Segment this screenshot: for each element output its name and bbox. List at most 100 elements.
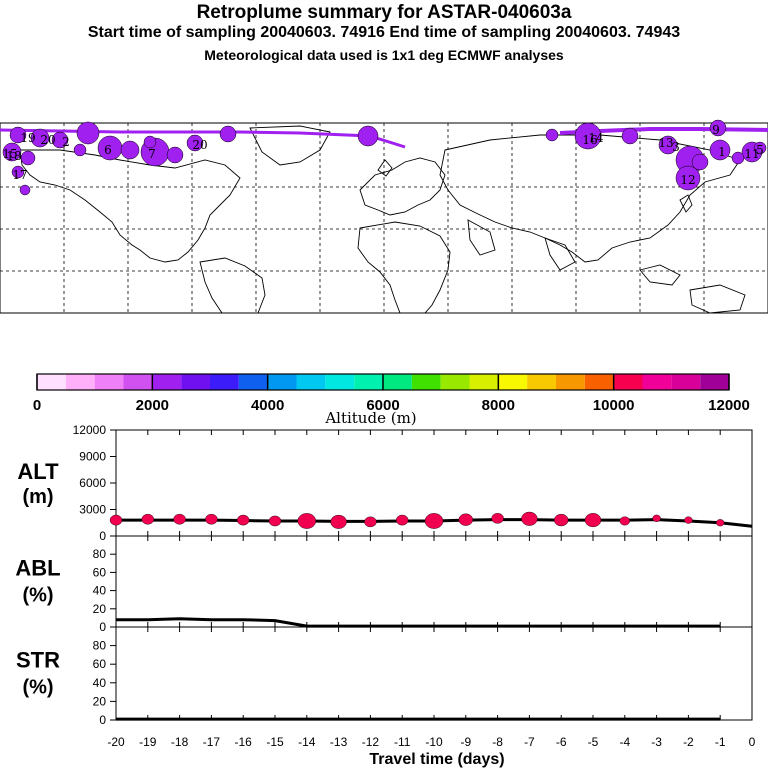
plume-marker	[219, 125, 237, 143]
x-tick-label: -3	[651, 735, 662, 749]
plume-day-label: 9	[712, 123, 720, 137]
plume-marker	[691, 153, 709, 171]
plume-marker	[621, 127, 639, 145]
colorbar-swatch	[123, 374, 153, 390]
x-tick-label: 0	[749, 735, 756, 749]
x-tick-label: -6	[556, 735, 567, 749]
colorbar-tick-label: 12000	[708, 397, 750, 414]
y-tick-label: 0	[99, 529, 106, 543]
plume-marker	[753, 141, 767, 155]
altitude-marker	[205, 513, 218, 525]
altitude-marker	[458, 513, 473, 526]
y-tick-label: 60	[93, 565, 107, 579]
colorbar-swatch	[383, 374, 412, 390]
panel-ylabel-unit: (%)	[22, 677, 53, 699]
x-tick-label: -7	[524, 735, 535, 749]
altitude-marker	[396, 514, 409, 526]
x-axis-label: Travel time (days)	[369, 751, 504, 768]
colorbar-swatch	[613, 374, 643, 390]
plume-marker	[658, 135, 678, 155]
colorbar-swatch	[181, 374, 210, 390]
colorbar-tick-label: 6000	[366, 397, 399, 414]
altitude-colorbar: 0 2000 4000 6000 8000 10000 12000	[33, 373, 750, 414]
x-tick-label: -4	[619, 735, 630, 749]
x-tick-label: -9	[460, 735, 471, 749]
x-tick-label: -1	[715, 735, 726, 749]
plume-marker	[143, 135, 157, 149]
altitude-marker	[268, 515, 282, 527]
altitude-marker	[236, 514, 250, 526]
colorbar-tick-label: 4000	[251, 397, 284, 414]
altitude-marker	[652, 514, 661, 522]
colorbar-swatch	[325, 374, 355, 390]
plume-day-label: 5	[756, 143, 764, 157]
altitude-marker	[619, 516, 630, 526]
plume-marker	[2, 142, 22, 162]
plume-marker	[545, 128, 559, 142]
x-tick-label: -8	[492, 735, 503, 749]
colorbar-swatch	[267, 374, 297, 390]
x-tick-label: -20	[107, 735, 125, 749]
y-tick-label: 20	[93, 602, 107, 616]
colorbar-swatch	[152, 374, 182, 390]
colorbar-tick-label: 8000	[482, 397, 515, 414]
plume-day-label: 12	[680, 173, 695, 187]
altitude-marker	[109, 514, 123, 526]
plume-marker	[51, 131, 69, 149]
plume-day-label: 14	[588, 131, 604, 145]
altitude-marker	[424, 513, 444, 529]
altitude-marker	[297, 513, 316, 529]
colorbar-swatch	[527, 374, 556, 390]
plume-day-label: 7	[148, 147, 156, 161]
colorbar-swatch	[411, 374, 441, 390]
x-tick-label: -19	[139, 735, 157, 749]
y-tick-label: 6000	[79, 476, 106, 490]
x-tick-label: -5	[588, 735, 599, 749]
plume-day-label: 13	[658, 136, 673, 150]
retroplume-trajectory: 19 20 6 7 2 14 3 1 16 11 12 13 9 5 15 20 18 17	[0, 119, 768, 196]
plume-marker	[574, 122, 602, 150]
x-tick-label: -18	[171, 735, 189, 749]
panel-frame	[115, 626, 753, 721]
plume-day-label: 18	[6, 149, 21, 163]
colorbar-swatch	[556, 374, 585, 390]
panel-ylabel: ABL	[15, 556, 60, 581]
plume-marker	[19, 184, 31, 196]
plume-marker	[675, 165, 701, 191]
sampling-times: Start time of sampling 20040603. 74916 E…	[87, 24, 681, 41]
plume-marker	[11, 165, 25, 179]
plume-marker	[9, 126, 27, 144]
plume-day-label: 17	[12, 168, 27, 182]
altitude-marker	[716, 519, 725, 527]
y-tick-label: 80	[93, 547, 107, 561]
x-tick-label: -2	[683, 735, 694, 749]
x-tick-label: -17	[203, 735, 221, 749]
plume-day-label: 2	[62, 135, 70, 149]
altitude-marker	[364, 516, 377, 528]
altitude-marker	[684, 516, 693, 524]
x-tick-label: -10	[425, 735, 443, 749]
y-tick-label: 20	[93, 694, 107, 708]
plume-marker	[20, 150, 36, 166]
panel-ylabel: STR	[16, 648, 60, 673]
altitude-marker	[584, 513, 602, 528]
y-tick-label: 60	[93, 657, 107, 671]
colorbar-swatch	[671, 374, 701, 390]
page-title: Retroplume summary for ASTAR-040603a	[196, 2, 572, 23]
x-tick-label: -15	[266, 735, 284, 749]
colorbar-swatch	[584, 374, 614, 390]
y-tick-label: 80	[93, 639, 107, 653]
y-tick-label: 12000	[73, 423, 107, 437]
plume-day-label: 16	[582, 133, 597, 147]
plume-day-label: 15	[2, 147, 17, 161]
colorbar-tick-label: 0	[33, 397, 41, 414]
colorbar-swatch	[94, 374, 124, 390]
panel-abl: 0 20 40 60 80 ABL (%)	[15, 535, 753, 634]
panel-frame	[115, 535, 753, 628]
map-gridlines	[0, 123, 768, 313]
panel-ylabel-unit: (%)	[22, 585, 53, 607]
plume-day-label: 11	[744, 147, 759, 161]
plume-marker	[30, 128, 50, 148]
y-tick-label: 3000	[79, 503, 106, 517]
